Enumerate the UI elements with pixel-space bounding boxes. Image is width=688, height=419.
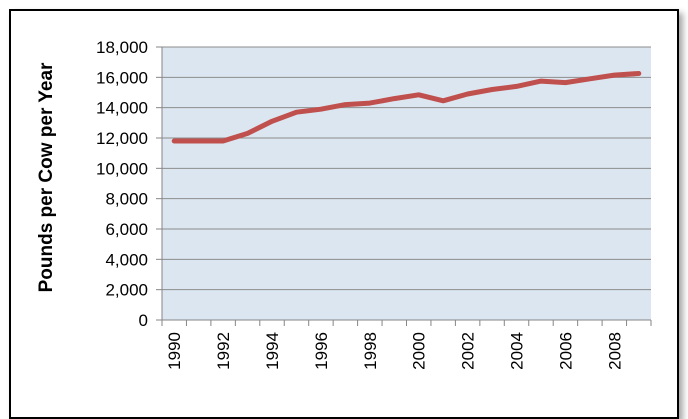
x-axis-ticks: 1990 1992 1994 1996 1998 2000 2002 2004 2006 2008 bbox=[161, 320, 652, 370]
y-tick-label: 6,000 bbox=[105, 220, 148, 239]
x-tick-label: 1994 bbox=[263, 332, 282, 370]
y-axis-title: Pounds per Cow per Year bbox=[36, 62, 57, 292]
x-tick-label: 1992 bbox=[214, 332, 233, 370]
y-tick-label: 4,000 bbox=[105, 250, 148, 269]
x-tick-label: 1996 bbox=[312, 332, 331, 370]
plot-area bbox=[162, 47, 651, 320]
y-axis-ticks: 0 2,000 4,000 6,000 8,000 10,000 12,000 14,000 1… bbox=[96, 38, 162, 330]
y-tick-label: 12,000 bbox=[96, 129, 148, 148]
x-tick-label: 2008 bbox=[605, 332, 624, 370]
x-tick-label: 2000 bbox=[410, 332, 429, 370]
x-tick-label: 2004 bbox=[508, 332, 527, 370]
series-line bbox=[171, 71, 642, 144]
x-tick-label: 2002 bbox=[459, 332, 478, 370]
y-tick-label: 16,000 bbox=[96, 68, 148, 87]
y-tick-label: 18,000 bbox=[96, 38, 148, 57]
y-tick-label: 14,000 bbox=[96, 99, 148, 118]
x-tick-label: 2006 bbox=[556, 332, 575, 370]
y-tick-label: 0 bbox=[139, 311, 148, 330]
y-tick-label: 8,000 bbox=[105, 190, 148, 209]
x-tick-label: 1990 bbox=[165, 332, 184, 370]
gridlines bbox=[162, 46, 651, 291]
x-tick-label: 1998 bbox=[361, 332, 380, 370]
y-tick-label: 2,000 bbox=[105, 281, 148, 300]
series-group bbox=[171, 71, 642, 144]
y-tick-label: 10,000 bbox=[96, 159, 148, 178]
